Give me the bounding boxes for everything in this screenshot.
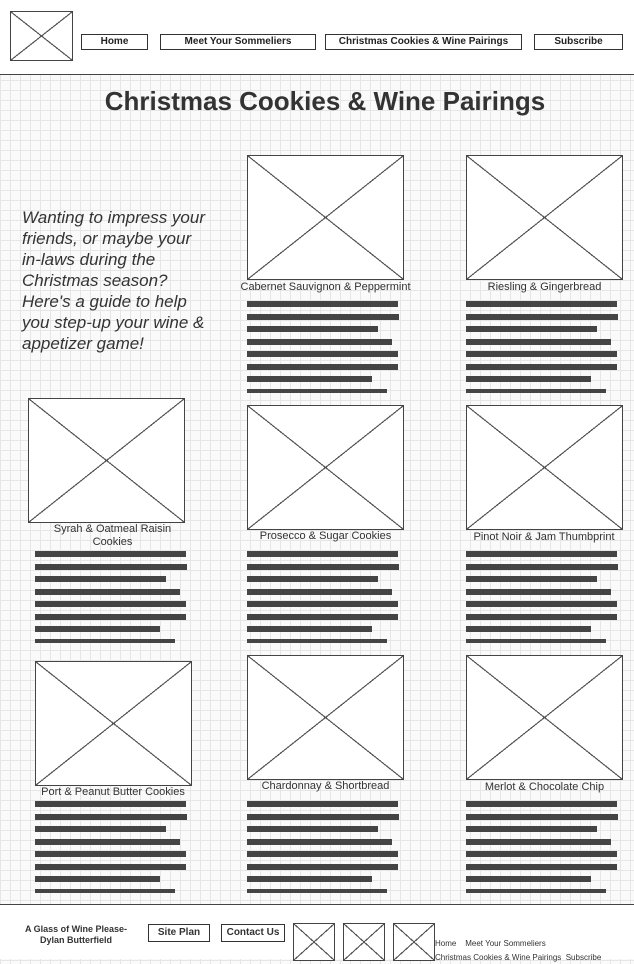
pairing-caption: Cabernet Sauvignon & Peppermint — [240, 281, 411, 293]
pairing-description — [247, 301, 399, 399]
pairing-image — [247, 155, 404, 280]
logo-placeholder[interactable] — [10, 11, 73, 61]
pairing-caption: Pinot Noir & Jam Thumbprint — [473, 531, 615, 543]
social-icon-placeholder[interactable] — [293, 923, 335, 961]
pairing-image — [247, 405, 404, 530]
pairing-description — [35, 801, 187, 899]
pairing-caption: Syrah & Oatmeal Raisin Cookies — [53, 523, 172, 548]
pairing-description — [247, 551, 399, 649]
social-icon-placeholder[interactable] — [393, 923, 435, 961]
page-title: Christmas Cookies & Wine Pairings — [104, 86, 546, 116]
contact-us-button[interactable]: Contact Us — [221, 924, 285, 942]
pairing-description — [466, 551, 618, 649]
nav-subscribe-button[interactable]: Subscribe — [534, 34, 623, 50]
site-plan-button[interactable]: Site Plan — [148, 924, 210, 942]
pairing-image — [247, 655, 404, 780]
pairing-image — [28, 398, 185, 523]
pairing-image — [466, 655, 623, 780]
footer-link-sommeliers[interactable]: Meet Your Sommeliers — [465, 939, 546, 948]
footer-links: Home Meet Your Sommeliers Christmas Cook… — [435, 936, 634, 964]
footer-brand: A Glass of Wine Please- Dylan Butterfiel… — [24, 924, 128, 945]
site-footer: A Glass of Wine Please- Dylan Butterfiel… — [0, 904, 634, 962]
pairing-caption: Prosecco & Sugar Cookies — [259, 530, 392, 542]
nav-home-button[interactable]: Home — [81, 34, 148, 50]
pairing-caption: Port & Peanut Butter Cookies — [41, 786, 185, 798]
pairing-image — [466, 155, 623, 280]
site-header: Home Meet Your Sommeliers Christmas Cook… — [0, 0, 634, 75]
footer-link-home[interactable]: Home — [435, 939, 457, 948]
pairing-description — [466, 801, 618, 899]
pairing-description — [35, 551, 187, 649]
social-icon-placeholder[interactable] — [343, 923, 385, 961]
pairing-image — [466, 405, 623, 530]
pairing-caption: Riesling & Gingerbread — [487, 281, 602, 293]
pairing-caption: Chardonnay & Shortbread — [261, 780, 390, 792]
pairing-caption: Merlot & Chocolate Chip — [484, 781, 605, 793]
intro-text: Wanting to impress your friends, or mayb… — [22, 208, 205, 353]
pairing-description — [247, 801, 399, 899]
pairing-image — [35, 661, 192, 786]
nav-sommeliers-button[interactable]: Meet Your Sommeliers — [160, 34, 316, 50]
pairing-description — [466, 301, 618, 399]
nav-pairings-button[interactable]: Christmas Cookies & Wine Pairings — [325, 34, 522, 50]
